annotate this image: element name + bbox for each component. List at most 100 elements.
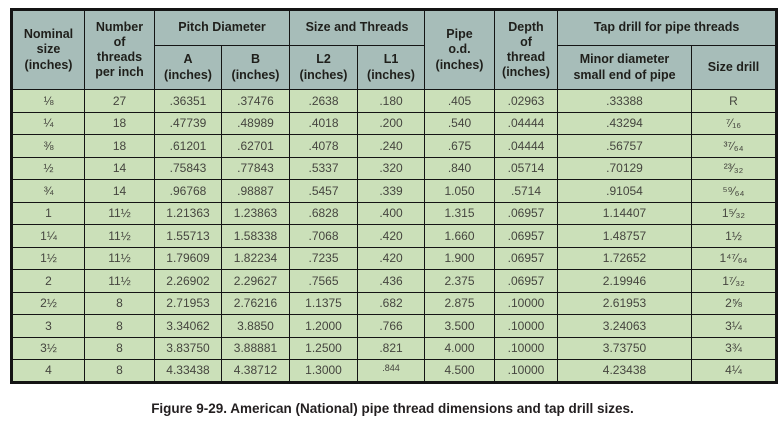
group-header-pitch-diameter: Pitch Diameter	[154, 9, 290, 46]
cell-l1: .821	[357, 336, 425, 360]
cell-l1: .420	[357, 246, 425, 270]
cell-threads-per-inch: 11½	[84, 269, 155, 293]
cell-pipe-od: .675	[424, 134, 495, 158]
cell-pitch-a: .36351	[154, 89, 222, 113]
cell-l1: .400	[357, 201, 425, 225]
cell-l2: .7235	[289, 246, 358, 270]
col-header-size-drill: Size drill	[691, 45, 777, 90]
cell-pitch-a: 3.83750	[154, 336, 222, 360]
cell-threads-per-inch: 11½	[84, 224, 155, 248]
col-header-l2: L2 (inches)	[289, 45, 358, 90]
table-row: 4 8 4.33438 4.38712 1.3000.844 4.500.10000 4.2…	[11, 359, 777, 383]
cell-nominal-size: 3½	[11, 336, 85, 360]
table-row: 3 8 3.34062 3.8850 1.2000.766 3.500.10000 3.24…	[11, 314, 777, 338]
cell-l2: .6828	[289, 201, 358, 225]
cell-pitch-b: .98887	[221, 179, 290, 203]
table-row: ¼ 18.47739.48989.4018.200.540.04444.43294…	[11, 111, 777, 135]
cell-l2: .5337	[289, 156, 358, 180]
cell-pipe-od: 2.875	[424, 291, 495, 315]
cell-threads-per-inch: 8	[84, 336, 155, 360]
cell-pipe-od: 2.375	[424, 269, 495, 293]
cell-pitch-a: .75843	[154, 156, 222, 180]
cell-minor-diameter: 3.73750	[557, 336, 692, 360]
cell-threads-per-inch: 14	[84, 179, 155, 203]
cell-depth-of-thread: .10000	[494, 336, 558, 360]
cell-l2: 1.1375	[289, 291, 358, 315]
cell-pitch-a: .96768	[154, 179, 222, 203]
group-header-size-and-threads: Size and Threads	[289, 9, 425, 46]
cell-nominal-size: ¾	[11, 179, 85, 203]
cell-threads-per-inch: 18	[84, 111, 155, 135]
cell-depth-of-thread: .06957	[494, 224, 558, 248]
cell-pitch-a: 3.34062	[154, 314, 222, 338]
cell-size-drill: 1⁷⁄₃₂	[691, 269, 777, 293]
cell-nominal-size: 3	[11, 314, 85, 338]
cell-threads-per-inch: 14	[84, 156, 155, 180]
cell-l1: .420	[357, 224, 425, 248]
cell-nominal-size: ⅜	[11, 134, 85, 158]
cell-pitch-a: .47739	[154, 111, 222, 135]
cell-nominal-size: 2½	[11, 291, 85, 315]
cell-l2: .7068	[289, 224, 358, 248]
cell-l2: .4018	[289, 111, 358, 135]
table-row: 2 11½ 2.26902 2.29627.7565.436 2.375.06957 2.…	[11, 269, 777, 293]
cell-size-drill: ²³⁄₃₂	[691, 156, 777, 180]
table-row: ¾ 14.96768.98887.5457.339 1.050.5714.91054…	[11, 179, 777, 203]
cell-depth-of-thread: .06957	[494, 201, 558, 225]
cell-pitch-b: 1.58338	[221, 224, 290, 248]
cell-minor-diameter: 4.23438	[557, 359, 692, 383]
col-header-pipe-od: Pipe o.d. (inches)	[424, 9, 495, 90]
table-row: ⅜ 18.61201.62701.4078.240.675.04444.56757…	[11, 134, 777, 158]
cell-size-drill: 1⁴⁷⁄₆₄	[691, 246, 777, 270]
cell-nominal-size: 1½	[11, 246, 85, 270]
cell-l1: .200	[357, 111, 425, 135]
cell-minor-diameter: .56757	[557, 134, 692, 158]
cell-pitch-a: .61201	[154, 134, 222, 158]
cell-pipe-od: .405	[424, 89, 495, 113]
table-row: 1½ 11½ 1.79609 1.82234.7235.420 1.900.06957 1…	[11, 246, 777, 270]
cell-minor-diameter: 2.61953	[557, 291, 692, 315]
cell-size-drill: 3¼	[691, 314, 777, 338]
cell-depth-of-thread: .10000	[494, 314, 558, 338]
cell-depth-of-thread: .10000	[494, 359, 558, 383]
col-header-nominal-size: Nominal size (inches)	[11, 9, 85, 90]
cell-minor-diameter: .33388	[557, 89, 692, 113]
cell-depth-of-thread: .02963	[494, 89, 558, 113]
cell-l2: .4078	[289, 134, 358, 158]
cell-depth-of-thread: .05714	[494, 156, 558, 180]
cell-depth-of-thread: .06957	[494, 269, 558, 293]
cell-l1: .240	[357, 134, 425, 158]
cell-l1: .320	[357, 156, 425, 180]
table-row: ⅛ 27.36351.37476.2638.180.405.02963.33388…	[11, 89, 777, 113]
table-header: Nominal size (inches) Number of threads …	[11, 9, 777, 90]
table-row: 3½ 8 3.83750 3.88881 1.2500.821 4.000.10000 3.…	[11, 336, 777, 360]
cell-minor-diameter: .70129	[557, 156, 692, 180]
cell-pipe-od: .840	[424, 156, 495, 180]
cell-pitch-b: 4.38712	[221, 359, 290, 383]
cell-size-drill: ³⁷⁄₆₄	[691, 134, 777, 158]
figure-page: Nominal size (inches) Number of threads …	[10, 8, 778, 416]
cell-pitch-b: 2.76216	[221, 291, 290, 315]
header-row-groups: Nominal size (inches) Number of threads …	[11, 9, 777, 90]
pipe-thread-table: Nominal size (inches) Number of threads …	[10, 8, 778, 384]
cell-l1: .180	[357, 89, 425, 113]
col-header-l1: L1 (inches)	[357, 45, 425, 90]
cell-minor-diameter: 1.14407	[557, 201, 692, 225]
group-header-tap-drill: Tap drill for pipe threads	[557, 9, 777, 46]
cell-pitch-b: .62701	[221, 134, 290, 158]
table-row: 1¼ 11½ 1.55713 1.58338.7068.420 1.660.06957 1…	[11, 224, 777, 248]
col-header-pitch-b: B (inches)	[221, 45, 290, 90]
table-row: 1 11½ 1.21363 1.23863.6828.400 1.315.06957 1.…	[11, 201, 777, 225]
cell-pitch-a: 2.26902	[154, 269, 222, 293]
cell-depth-of-thread: .04444	[494, 134, 558, 158]
cell-l1: .436	[357, 269, 425, 293]
cell-l2: .7565	[289, 269, 358, 293]
cell-pipe-od: .540	[424, 111, 495, 135]
table-row: ½ 14.75843.77843.5337.320.840.05714.70129…	[11, 156, 777, 180]
cell-size-drill: ⁵⁹⁄₆₄	[691, 179, 777, 203]
cell-threads-per-inch: 8	[84, 314, 155, 338]
cell-l2: 1.2500	[289, 336, 358, 360]
cell-l2: .2638	[289, 89, 358, 113]
cell-l2: .5457	[289, 179, 358, 203]
cell-nominal-size: ¼	[11, 111, 85, 135]
